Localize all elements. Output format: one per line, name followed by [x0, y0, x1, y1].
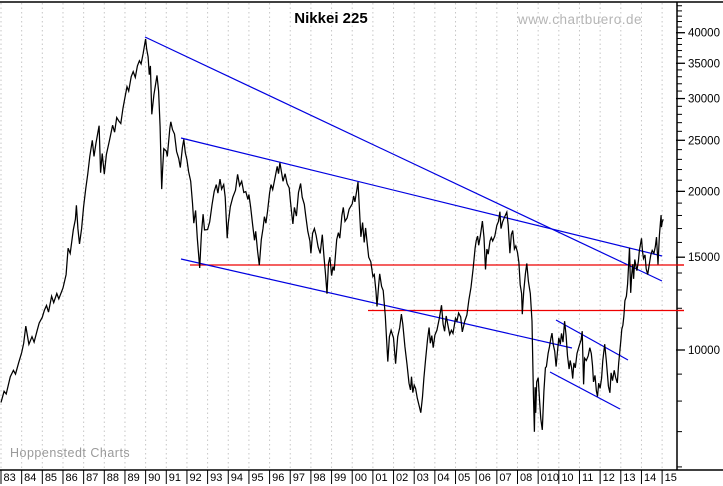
x-tick-label-10: 10 — [561, 472, 573, 484]
x-tick-label-85: 85 — [45, 472, 57, 484]
x-tick-label-02: 02 — [396, 472, 408, 484]
x-tick-label-98: 98 — [313, 472, 325, 484]
watermark-url: www.chartbuero.de — [518, 12, 643, 27]
y-tick-label: 25000 — [688, 135, 720, 147]
y-tick-label: 10000 — [688, 345, 720, 357]
x-tick-label-94: 94 — [231, 472, 243, 484]
x-tick-label-83: 83 — [4, 472, 16, 484]
y-tick-label: 30000 — [688, 94, 720, 106]
x-tick-label-08: 08 — [520, 472, 532, 484]
y-tick-label: 20000 — [688, 186, 720, 198]
x-tick-label-11: 11 — [582, 472, 593, 484]
x-tick-label-03: 03 — [417, 472, 429, 484]
x-tick-label-04: 04 — [437, 472, 449, 484]
y-tick-label: 15000 — [688, 252, 720, 264]
x-tick-label-86: 86 — [65, 472, 77, 484]
small-channel-lower-2009-2012 — [549, 371, 621, 410]
x-tick-label-05: 05 — [458, 472, 470, 484]
long-term-downtrend-from-1990-peak — [144, 36, 663, 282]
x-tick-label-97: 97 — [293, 472, 305, 484]
chart-provider-label: Hoppenstedt Charts — [10, 446, 131, 460]
x-tick-label-00: 00 — [355, 472, 367, 484]
x-tick-label-89: 89 — [127, 472, 139, 484]
x-tick-label-15: 15 — [665, 472, 677, 484]
x-tick-label-010: 010 — [541, 472, 559, 484]
x-tick-label-06: 06 — [479, 472, 491, 484]
chart-title: Nikkei 225 — [294, 10, 368, 27]
x-tick-label-99: 99 — [334, 472, 346, 484]
x-tick-label-14: 14 — [644, 472, 656, 484]
y-tick-label: 35000 — [688, 58, 720, 70]
x-tick-label-96: 96 — [272, 472, 284, 484]
y-tick-label: 40000 — [688, 28, 720, 40]
x-tick-label-84: 84 — [24, 472, 36, 484]
x-tick-label-93: 93 — [210, 472, 222, 484]
x-tick-label-91: 91 — [169, 472, 181, 484]
x-tick-label-01: 01 — [375, 472, 387, 484]
x-tick-label-90: 90 — [148, 472, 160, 484]
x-tick-label-92: 92 — [189, 472, 201, 484]
x-tick-label-95: 95 — [251, 472, 263, 484]
x-tick-label-13: 13 — [623, 472, 635, 484]
x-tick-label-88: 88 — [107, 472, 119, 484]
small-channel-upper-2009-2012 — [555, 319, 629, 361]
x-tick-label-12: 12 — [603, 472, 615, 484]
secondary-downtrend-from-1991-high — [180, 137, 663, 257]
x-tick-label-07: 07 — [499, 472, 511, 484]
x-tick-label-87: 87 — [86, 472, 98, 484]
price-line-nikkei225 — [0, 38, 664, 432]
